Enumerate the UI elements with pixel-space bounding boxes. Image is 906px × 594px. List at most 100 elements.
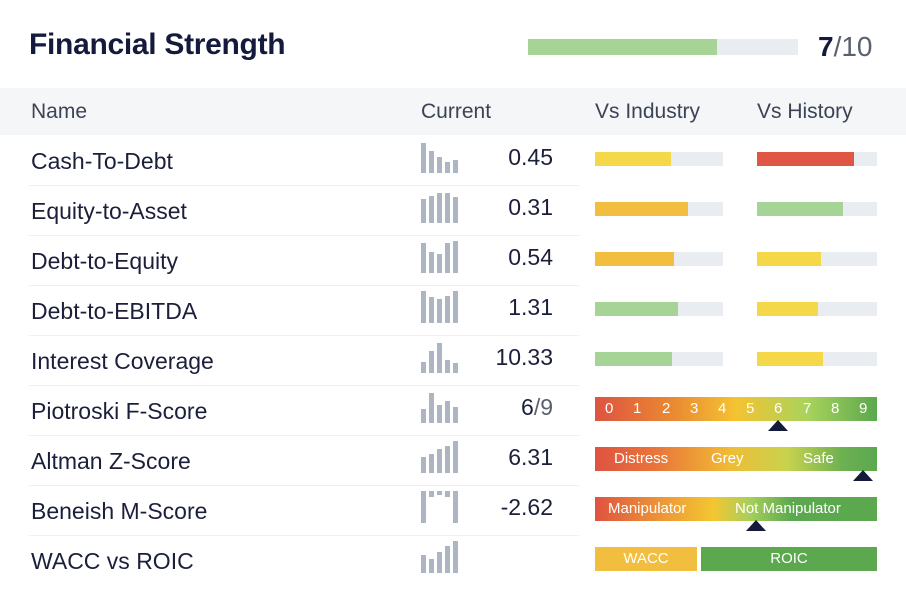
vs-history-bar[interactable] bbox=[757, 352, 877, 366]
header: Financial Strength 7/10 bbox=[0, 0, 906, 88]
score-number: 6 bbox=[521, 394, 534, 420]
sparkline-bar bbox=[429, 151, 434, 173]
score-bar bbox=[528, 39, 798, 55]
sparkline-chart-icon[interactable] bbox=[421, 341, 461, 373]
piotroski-scale-digit: 4 bbox=[718, 400, 727, 417]
metric-name[interactable]: Debt-to-Equity bbox=[31, 248, 179, 274]
vs-history-fill bbox=[757, 152, 855, 166]
sparkline-chart-icon[interactable] bbox=[421, 191, 461, 223]
metric-value: 1.31 bbox=[508, 294, 553, 320]
sparkline-bar bbox=[453, 363, 458, 373]
sparkline-bar bbox=[445, 546, 450, 573]
vs-history-fill bbox=[757, 302, 819, 316]
sparkline-bar bbox=[421, 409, 426, 423]
sparkline-chart-icon[interactable] bbox=[421, 241, 461, 273]
row-divider bbox=[29, 335, 579, 336]
vs-industry-bar[interactable] bbox=[595, 352, 723, 366]
score-value: 7 bbox=[818, 31, 834, 62]
vs-history-fill bbox=[757, 352, 823, 366]
sparkline-chart-icon[interactable] bbox=[421, 541, 461, 573]
sparkline-bar bbox=[437, 552, 442, 573]
piotroski-scale-digit: 6 bbox=[774, 400, 783, 417]
wacc-bar[interactable]: WACC bbox=[595, 547, 697, 571]
vs-history-bar[interactable] bbox=[757, 202, 877, 216]
sparkline-bar bbox=[445, 446, 450, 473]
roic-bar[interactable]: ROIC bbox=[701, 547, 877, 571]
vs-history-fill bbox=[757, 252, 821, 266]
piotroski-scale[interactable]: 0 1 2 3 4 5 6 7 8 9 bbox=[595, 397, 877, 421]
vs-industry-bar[interactable] bbox=[595, 252, 723, 266]
metric-name[interactable]: Altman Z-Score bbox=[31, 448, 191, 474]
sparkline-bar bbox=[445, 296, 450, 323]
sparkline-bar bbox=[437, 157, 442, 173]
piotroski-scale-digit: 8 bbox=[831, 400, 840, 417]
metric-name[interactable]: Debt-to-EBITDA bbox=[31, 298, 198, 324]
sparkline-bar bbox=[453, 197, 458, 223]
row-divider bbox=[29, 535, 579, 536]
vs-history-fill bbox=[757, 202, 844, 216]
beneish-label-manipulator: Manipulator bbox=[608, 500, 687, 517]
table-row: Equity-to-Asset 0.31 bbox=[0, 185, 906, 235]
table-row: Debt-to-Equity 0.54 bbox=[0, 235, 906, 285]
metric-name[interactable]: Interest Coverage bbox=[31, 348, 214, 374]
vs-history-bar[interactable] bbox=[757, 252, 877, 266]
sparkline-bar bbox=[421, 555, 426, 573]
vs-industry-bar[interactable] bbox=[595, 202, 723, 216]
sparkline-bar bbox=[421, 457, 426, 473]
altman-scale[interactable]: Distress Grey Safe bbox=[595, 447, 877, 471]
sparkline-bar bbox=[429, 559, 434, 573]
sparkline-bar bbox=[421, 199, 426, 223]
beneish-marker-icon bbox=[746, 520, 766, 531]
sparkline-chart-icon[interactable] bbox=[421, 441, 461, 473]
score-max: /9 bbox=[533, 394, 553, 420]
table-row: Interest Coverage 10.33 bbox=[0, 335, 906, 385]
sparkline-chart-icon[interactable] bbox=[421, 391, 461, 423]
sparkline-bar bbox=[437, 449, 442, 473]
table-row: Beneish M-Score -2.62 Manipulator Not Ma… bbox=[0, 485, 906, 535]
piotroski-scale-digit: 7 bbox=[803, 400, 812, 417]
metric-value: 6.31 bbox=[508, 444, 553, 470]
sparkline-bar bbox=[453, 291, 458, 323]
sparkline-bar bbox=[453, 441, 458, 473]
piotroski-scale-digit: 5 bbox=[746, 400, 755, 417]
sparkline-bar bbox=[437, 405, 442, 423]
sparkline-bar bbox=[429, 393, 434, 423]
vs-industry-fill bbox=[595, 152, 671, 166]
vs-industry-bar[interactable] bbox=[595, 152, 723, 166]
sparkline-bar bbox=[453, 160, 458, 173]
metric-value: 10.33 bbox=[495, 344, 553, 370]
metric-value: 0.54 bbox=[508, 244, 553, 270]
metric-name[interactable]: Beneish M-Score bbox=[31, 498, 208, 524]
sparkline-chart-icon[interactable] bbox=[421, 291, 461, 323]
row-divider bbox=[29, 485, 579, 486]
sparkline-bar bbox=[437, 343, 442, 373]
column-header-vs-industry: Vs Industry bbox=[595, 100, 701, 123]
table-row: Piotroski F-Score 6/9 0 1 2 3 4 5 6 7 8 9 bbox=[0, 385, 906, 435]
metric-name[interactable]: Piotroski F-Score bbox=[31, 398, 208, 424]
metric-name[interactable]: Cash-To-Debt bbox=[31, 148, 173, 174]
sparkline-bar bbox=[421, 243, 426, 273]
vs-history-bar[interactable] bbox=[757, 152, 877, 166]
metric-name[interactable]: Equity-to-Asset bbox=[31, 198, 187, 224]
sparkline-bar bbox=[429, 252, 434, 273]
vs-industry-bar[interactable] bbox=[595, 302, 723, 316]
sparkline-chart-icon[interactable] bbox=[421, 491, 461, 523]
score-text: 7/10 bbox=[818, 31, 873, 63]
sparkline-bar bbox=[421, 491, 426, 523]
row-divider bbox=[29, 385, 579, 386]
vs-history-bar[interactable] bbox=[757, 302, 877, 316]
table-row: Altman Z-Score 6.31 Distress Grey Safe bbox=[0, 435, 906, 485]
sparkline-bar bbox=[437, 193, 442, 223]
sparkline-chart-icon[interactable] bbox=[421, 141, 461, 173]
table-row: WACC vs ROIC WACC ROIC bbox=[0, 535, 906, 585]
column-header-current: Current bbox=[421, 100, 492, 123]
sparkline-bar bbox=[453, 541, 458, 573]
piotroski-scale-digit: 9 bbox=[859, 400, 868, 417]
sparkline-bar bbox=[437, 491, 442, 495]
sparkline-bar bbox=[445, 401, 450, 423]
sparkline-bar bbox=[429, 454, 434, 473]
beneish-scale[interactable]: Manipulator Not Manipulator bbox=[595, 497, 877, 521]
metric-value: 6/9 bbox=[521, 394, 553, 421]
score-bar-fill bbox=[528, 39, 717, 55]
metric-name[interactable]: WACC vs ROIC bbox=[31, 548, 194, 574]
